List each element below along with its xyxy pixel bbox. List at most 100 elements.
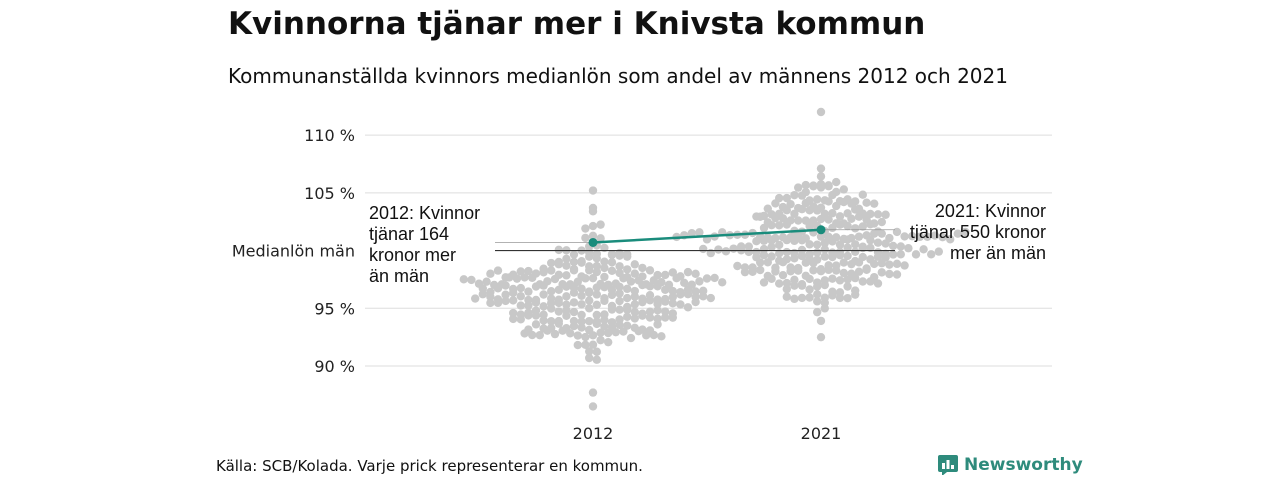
municipality-dot xyxy=(577,300,586,309)
municipality-dot xyxy=(851,240,860,249)
municipality-dot xyxy=(516,301,525,310)
municipality-dot xyxy=(581,274,590,283)
municipality-dot xyxy=(493,284,503,293)
municipality-dot xyxy=(786,199,795,209)
municipality-dot xyxy=(782,193,791,203)
municipality-dot xyxy=(562,271,571,280)
municipality-dot xyxy=(516,292,525,301)
brand-name: Newsworthy xyxy=(964,455,1083,475)
municipality-dot xyxy=(873,238,883,247)
municipality-dot xyxy=(805,206,814,215)
municipality-dot xyxy=(824,265,833,275)
municipality-dot xyxy=(805,285,814,294)
municipality-dot xyxy=(794,266,803,275)
municipality-dot xyxy=(896,242,905,251)
municipality-dot xyxy=(554,298,563,308)
municipality-dot xyxy=(900,261,909,270)
municipality-dot xyxy=(813,290,822,299)
municipality-dot xyxy=(873,279,883,288)
municipality-dot xyxy=(501,281,510,290)
municipality-dot xyxy=(630,260,639,269)
municipality-dot xyxy=(782,220,791,229)
municipality-dot xyxy=(623,252,632,261)
municipality-dot xyxy=(835,293,845,303)
municipality-dot xyxy=(839,258,848,267)
municipality-dot xyxy=(809,266,818,275)
municipality-dot xyxy=(528,330,537,340)
municipality-dot xyxy=(934,247,943,256)
municipality-dot xyxy=(824,182,833,191)
municipality-dot xyxy=(585,296,594,305)
municipality-dot xyxy=(782,278,791,288)
municipality-dot xyxy=(592,283,601,292)
municipality-dot xyxy=(486,292,495,302)
municipality-dot xyxy=(809,258,818,268)
municipality-dot xyxy=(588,340,598,349)
municipality-dot xyxy=(759,278,769,287)
municipality-dot xyxy=(588,331,598,340)
municipality-dot xyxy=(813,307,822,317)
municipality-dot xyxy=(600,263,609,273)
municipality-dot xyxy=(539,310,548,319)
municipality-dot xyxy=(771,199,780,208)
municipality-dot xyxy=(832,266,841,275)
municipality-dot xyxy=(588,273,598,283)
municipality-dot xyxy=(691,269,700,279)
municipality-dot xyxy=(805,240,814,249)
municipality-dot xyxy=(531,311,541,320)
municipality-dot xyxy=(573,277,582,286)
municipality-dot xyxy=(843,293,852,303)
municipality-dot xyxy=(900,232,909,241)
municipality-dot xyxy=(600,296,609,306)
municipality-dot xyxy=(512,274,522,283)
municipality-dot xyxy=(892,270,902,279)
reference-line-label: Medianlön män xyxy=(232,242,355,261)
municipality-dot xyxy=(596,335,605,345)
municipality-dot xyxy=(790,236,799,246)
municipality-dot xyxy=(790,294,799,304)
municipality-dot xyxy=(790,281,799,290)
municipality-dot xyxy=(588,186,598,195)
municipality-dot xyxy=(558,326,567,335)
municipality-dot xyxy=(581,224,590,233)
y-tick-label: 110 % xyxy=(304,126,355,145)
municipality-dot xyxy=(946,235,955,244)
municipality-dot xyxy=(797,204,807,214)
municipality-dot xyxy=(862,198,871,207)
annotation-line: 2012: Kvinnor xyxy=(369,203,480,223)
municipality-dot xyxy=(478,284,487,293)
municipality-dot xyxy=(577,284,586,293)
municipality-dot xyxy=(581,233,590,243)
municipality-dot xyxy=(543,326,552,335)
municipality-dot xyxy=(615,262,624,271)
municipality-dot xyxy=(486,298,495,308)
municipality-dot xyxy=(509,296,518,305)
municipality-dot xyxy=(771,267,780,276)
municipality-dot xyxy=(710,273,719,283)
municipality-dot xyxy=(915,232,924,242)
municipality-dot xyxy=(911,250,921,259)
municipality-dot xyxy=(873,210,883,219)
municipality-dot xyxy=(683,290,693,299)
municipality-dot xyxy=(767,274,776,284)
municipality-dot xyxy=(672,274,681,283)
municipality-dot xyxy=(539,302,548,311)
municipality-dot xyxy=(790,209,799,218)
municipality-dot xyxy=(596,328,605,337)
municipality-dot xyxy=(778,214,788,223)
municipality-dot xyxy=(554,285,563,295)
municipality-dot xyxy=(832,201,841,211)
municipality-dot xyxy=(562,261,571,270)
municipality-dot xyxy=(547,304,556,313)
municipality-dot xyxy=(851,290,860,299)
municipality-dot xyxy=(805,274,814,284)
municipality-dot xyxy=(562,292,571,301)
municipality-dot xyxy=(478,290,487,299)
municipality-dot xyxy=(524,287,533,296)
municipality-dot xyxy=(813,195,822,204)
municipality-dot xyxy=(797,191,807,200)
municipality-dot xyxy=(881,210,890,219)
municipality-dot xyxy=(569,307,579,317)
municipality-dot xyxy=(585,353,594,363)
